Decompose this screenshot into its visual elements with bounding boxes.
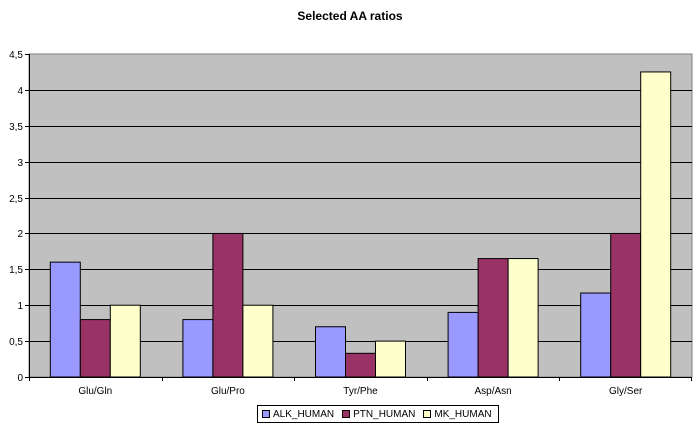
bar-mk-human [242, 304, 274, 378]
y-tick-label: 0,5 [9, 337, 23, 348]
y-tick-label: 2 [17, 229, 23, 240]
y-tick-label: 2,5 [9, 194, 23, 205]
bar-ptn-human [79, 319, 111, 378]
chart-title: Selected AA ratios [297, 9, 403, 23]
y-tick-label: 4,5 [9, 50, 23, 61]
x-tick-label: Glu/Gln [78, 386, 112, 397]
bar-alk-human [447, 311, 479, 378]
bar-mk-human [507, 258, 539, 378]
bar-mk-human [640, 71, 672, 378]
bar-ptn-human [610, 232, 642, 378]
bar-ptn-human [477, 258, 509, 378]
legend-swatch [262, 410, 270, 418]
x-tick-label: Asp/Asn [474, 386, 511, 397]
legend: ALK_HUMAN PTN_HUMAN MK_HUMAN [257, 405, 499, 423]
x-tick-label: Tyr/Phe [343, 386, 378, 397]
legend-item: ALK_HUMAN [262, 409, 334, 420]
y-tick-label: 4 [17, 86, 23, 97]
bars [49, 71, 672, 378]
bar-alk-human [49, 261, 81, 378]
bar-alk-human [182, 319, 214, 378]
legend-swatch [423, 410, 432, 418]
bar-mk-human [109, 304, 141, 378]
bar-alk-human [580, 292, 612, 378]
legend-item: MK_HUMAN [423, 408, 492, 420]
bar-alk-human [315, 326, 346, 378]
y-tick-label: 3,5 [9, 122, 23, 133]
x-axis: Glu/Gln Glu/Pro Tyr/Phe Asp/Asn Gly/Ser [29, 377, 692, 397]
y-axis: 0 0,5 1 1,5 2 2,5 3 3,5 4 4,5 [9, 50, 30, 384]
legend-label: ALK_HUMAN [273, 408, 335, 420]
x-tick-label: Glu/Pro [211, 386, 245, 397]
legend-swatch [342, 410, 351, 418]
x-tick-label: Gly/Ser [609, 386, 643, 397]
legend-label: PTN_HUMAN [353, 408, 416, 420]
y-tick-label: 1,5 [9, 265, 23, 276]
y-tick-label: 0 [17, 373, 23, 384]
bar-ptn-human [345, 352, 376, 378]
y-tick-label: 1 [17, 301, 23, 312]
y-tick-label: 3 [17, 158, 23, 169]
legend-item: PTN_HUMAN [342, 409, 415, 420]
gridlines [29, 90, 692, 342]
legend-label: MK_HUMAN [434, 408, 492, 420]
bar-mk-human [375, 340, 406, 378]
bar-ptn-human [212, 232, 244, 378]
